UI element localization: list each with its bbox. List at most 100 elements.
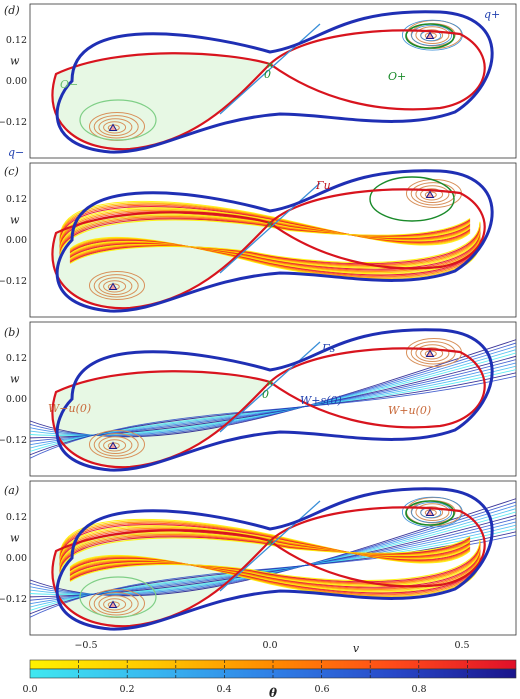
colorbar-tick: 0.0 — [22, 684, 37, 695]
spiral-orbit — [98, 118, 133, 136]
filament-curve — [69, 229, 481, 270]
filament-curve — [69, 235, 481, 276]
y-tick-label: 0.00 — [6, 76, 27, 87]
filament-curve — [69, 555, 481, 595]
x-tick-label: −0.5 — [74, 640, 97, 651]
filament-curve — [59, 204, 471, 244]
equilibrium-marker — [425, 508, 435, 516]
filament-curve — [69, 228, 481, 269]
colorbar: 0.0 0.2 0.4 0.6 0.8 θ — [22, 659, 517, 699]
spiral-orbit — [89, 430, 145, 459]
y-axis-label: w — [10, 532, 20, 545]
filament-curve — [59, 536, 471, 576]
y-tick-label: 0.00 — [6, 235, 27, 246]
filament-curve — [69, 225, 481, 267]
stable-curve — [30, 362, 516, 446]
stable-curve — [30, 375, 516, 459]
filament-curve — [69, 542, 481, 584]
panel-frame — [29, 162, 517, 318]
annotation: 0 — [264, 68, 271, 81]
filament-curve — [59, 533, 471, 572]
annotation: O− — [60, 78, 78, 91]
y-tick-label: 0.12 — [6, 512, 27, 523]
phase-portrait-d: 0.12 0.00 −0.12 w × q+ q− O− O+ 0 — [0, 8, 500, 159]
stable-curve — [30, 372, 516, 456]
filament-curve — [69, 548, 481, 589]
y-axis-label: w — [10, 214, 20, 227]
y-tick-label: 0.12 — [6, 353, 27, 364]
filament-curve — [69, 555, 481, 597]
colorbar-label: θ — [269, 686, 277, 699]
portrait-body: × — [30, 487, 516, 631]
stable-curve — [30, 369, 516, 452]
colorbar-tick: 0.2 — [119, 684, 134, 695]
spiral-orbit — [411, 502, 453, 523]
spiral-orbit — [93, 115, 139, 139]
y-tick-label: 0.12 — [6, 35, 27, 46]
colorbar-tick: 0.4 — [216, 684, 231, 695]
panel-label: (b) — [4, 326, 20, 339]
filament-curve — [69, 546, 481, 587]
portrait-body: × — [51, 10, 494, 154]
periodic-orbit-plus — [369, 176, 455, 222]
stable-curve — [30, 359, 516, 442]
spiral-orbit — [93, 274, 139, 298]
panel-c: (c) — [4, 162, 517, 318]
filament-curve — [69, 232, 481, 272]
spiral-orbit — [406, 338, 462, 367]
filament-curve — [59, 523, 471, 562]
basin-fill — [52, 371, 270, 468]
spiral-orbit — [98, 277, 133, 296]
filament-curve — [59, 205, 471, 244]
y-tick-label: −0.12 — [0, 435, 27, 446]
filament-curve — [69, 541, 481, 583]
x-axis-label: v — [353, 642, 360, 655]
equilibrium-marker — [108, 282, 118, 290]
panel-d: (d) — [4, 3, 517, 159]
spiral-orbit — [89, 271, 145, 300]
spiral-orbit — [420, 347, 444, 360]
filament-curve — [59, 521, 471, 562]
phase-portrait-c: 0.12 0.00 −0.12 w × Γu — [0, 169, 494, 313]
equilibrium-marker — [425, 31, 435, 39]
spiral-orbit — [415, 344, 450, 363]
filament-curve — [59, 215, 471, 254]
filament-curve — [59, 531, 471, 569]
filament-curve — [59, 522, 471, 562]
spiral-orbit — [410, 182, 456, 206]
stable-curve — [30, 365, 516, 449]
y-tick-label: −0.12 — [0, 276, 27, 287]
y-axis-label: w — [10, 55, 20, 68]
y-tick-label: 0.00 — [6, 394, 27, 405]
x-tick-label: 0.5 — [454, 640, 469, 651]
spiral-orbit — [93, 433, 139, 457]
saddle-marker: × — [266, 379, 274, 389]
filament-curve — [69, 547, 481, 588]
filament-curve — [69, 550, 481, 590]
stable-manifold — [219, 182, 321, 274]
basin-boundary — [55, 169, 494, 313]
filament-curve — [59, 529, 471, 567]
annotation: q+ — [484, 8, 500, 21]
filament-curve — [59, 532, 471, 571]
filament-curve — [69, 544, 481, 586]
panel-label: (d) — [4, 4, 20, 17]
filament-curve — [69, 543, 481, 585]
spiral-orbit — [98, 595, 133, 613]
phase-portrait-b: 0.12 0.00 −0.12 w × Γs W−u(0) 0 W+s(0) W+u(0) — [0, 328, 516, 472]
unstable-manifold — [51, 347, 486, 469]
saddle-marker: × — [266, 61, 274, 71]
annotation: q− — [8, 146, 24, 159]
filament-curve — [69, 226, 481, 268]
filament-curve — [69, 237, 481, 277]
saddle-marker: × — [266, 220, 274, 230]
basin-boundary — [55, 328, 494, 472]
filament-curve — [69, 238, 481, 278]
filament-curve — [59, 217, 471, 255]
annotation: Γu — [315, 179, 331, 192]
stable-curve — [30, 349, 516, 436]
spiral-orbit — [93, 592, 139, 616]
filament-curve — [59, 520, 471, 563]
saddle-marker: × — [266, 538, 274, 548]
